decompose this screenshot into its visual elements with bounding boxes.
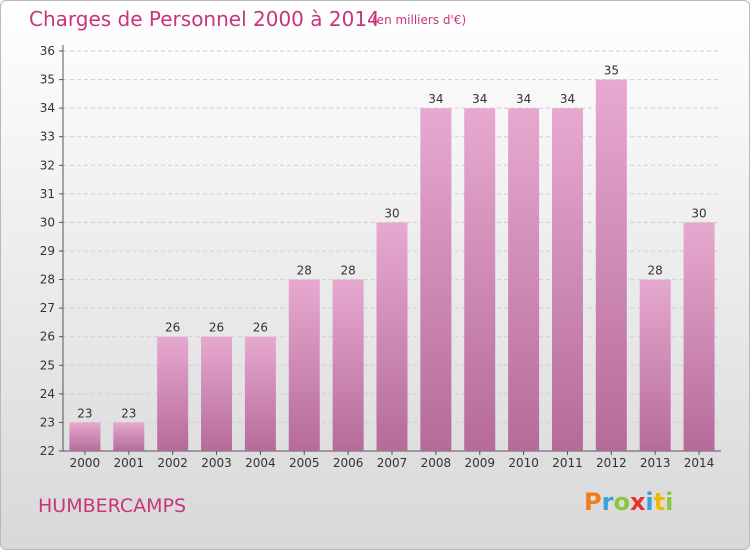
logo-letter: x <box>629 488 646 516</box>
place-name: HUMBERCAMPS <box>38 495 187 517</box>
bar <box>551 108 583 452</box>
logo-letter: r <box>601 488 614 516</box>
logo-letter: o <box>613 488 630 516</box>
x-tick-label: 2005 <box>289 456 320 470</box>
y-tick-label: 34 <box>40 101 55 115</box>
x-tick-label: 2012 <box>596 456 627 470</box>
y-tick-label: 24 <box>40 387 55 401</box>
x-tick-label: 2014 <box>684 456 715 470</box>
y-tick-label: 30 <box>40 215 55 229</box>
x-tick-label: 2011 <box>552 456 583 470</box>
y-tick-label: 22 <box>40 444 55 458</box>
y-tick-label: 28 <box>40 273 55 287</box>
logo-letter: i <box>665 488 674 516</box>
x-tick-label: 2002 <box>157 456 188 470</box>
x-tick-label: 2000 <box>70 456 101 470</box>
bar <box>639 279 671 451</box>
x-tick-label: 2007 <box>377 456 408 470</box>
y-tick-label: 36 <box>40 44 55 58</box>
bar-value-label: 34 <box>472 92 487 106</box>
bar-value-label: 28 <box>297 264 312 278</box>
x-tick-label: 2003 <box>201 456 232 470</box>
x-tick-label: 2010 <box>508 456 539 470</box>
chart-title: Charges de Personnel 2000 à 2014 <box>29 7 380 31</box>
y-tick-label: 27 <box>40 301 55 315</box>
y-tick-label: 35 <box>40 73 55 87</box>
y-tick-label: 29 <box>40 244 55 258</box>
y-tick-label: 26 <box>40 330 55 344</box>
logo-letter: i <box>645 488 654 516</box>
bar-value-label: 26 <box>253 321 268 335</box>
bar <box>376 222 408 451</box>
bar <box>683 222 715 451</box>
x-tick-label: 2009 <box>464 456 495 470</box>
y-tick-label: 32 <box>40 158 55 172</box>
bar <box>69 422 101 451</box>
x-tick-label: 2004 <box>245 456 276 470</box>
bar <box>508 108 540 452</box>
x-tick-label: 2006 <box>333 456 364 470</box>
bar <box>595 79 627 452</box>
bar <box>420 108 452 452</box>
bar-value-label: 28 <box>340 264 355 278</box>
y-tick-label: 31 <box>40 187 55 201</box>
y-tick-label: 25 <box>40 358 55 372</box>
bar-value-label: 30 <box>691 206 706 220</box>
bar <box>201 336 233 451</box>
x-tick-label: 2001 <box>114 456 145 470</box>
y-tick-label: 33 <box>40 130 55 144</box>
proxiti-logo: Proxiti <box>584 488 673 516</box>
bar-value-label: 26 <box>165 321 180 335</box>
x-tick-label: 2008 <box>421 456 452 470</box>
bar <box>113 422 145 451</box>
x-tick-label: 2013 <box>640 456 671 470</box>
bar-value-label: 34 <box>428 92 443 106</box>
bar-value-label: 23 <box>77 406 92 420</box>
bar <box>244 336 276 451</box>
bar-value-label: 30 <box>384 206 399 220</box>
bar-value-label: 26 <box>209 321 224 335</box>
bar-value-label: 35 <box>604 64 619 78</box>
bar-value-label: 23 <box>121 406 136 420</box>
bar-value-label: 28 <box>648 264 663 278</box>
y-tick-label: 23 <box>40 415 55 429</box>
logo-letter: P <box>584 488 602 516</box>
bar <box>157 336 189 451</box>
bar-value-label: 34 <box>560 92 575 106</box>
bar-value-label: 34 <box>516 92 531 106</box>
bar <box>332 279 364 451</box>
logo-letter: t <box>653 488 666 516</box>
chart-subtitle: (en milliers d'€) <box>372 13 467 27</box>
bar <box>464 108 496 452</box>
bar <box>288 279 320 451</box>
